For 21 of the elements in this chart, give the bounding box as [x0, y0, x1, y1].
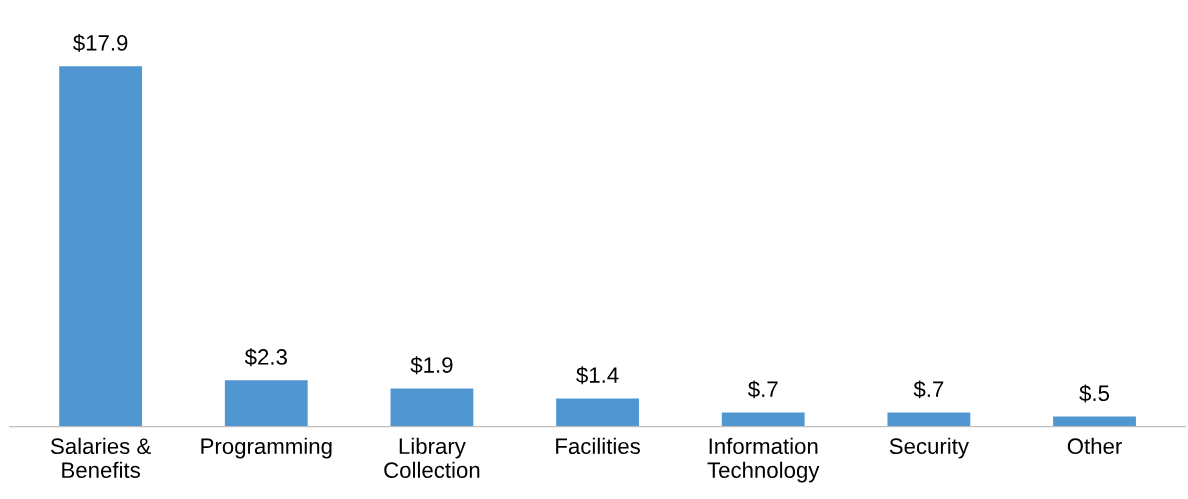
data-label: $1.9 — [410, 356, 453, 375]
x-tick-label: Security — [889, 437, 969, 459]
data-label: $1.4 — [576, 366, 619, 385]
data-label: $.7 — [748, 380, 778, 399]
bar — [1053, 416, 1136, 427]
data-label: $.5 — [1079, 384, 1110, 403]
x-tick-label: Facilities — [556, 437, 640, 455]
x-tick-label: Programming — [201, 437, 332, 459]
bar — [556, 398, 639, 427]
data-label: $.7 — [913, 380, 944, 399]
data-label: $17.9 — [73, 34, 128, 53]
bar — [59, 66, 143, 427]
bar — [390, 388, 474, 427]
bar — [887, 412, 971, 427]
bar — [721, 412, 805, 427]
x-tick-label: Library Collection — [384, 437, 480, 479]
data-label: $2.3 — [244, 348, 287, 367]
x-tick-label: Other — [1067, 437, 1122, 455]
x-tick-label: Information Technology — [707, 437, 820, 483]
x-tick-label: Salaries & Benefits — [50, 437, 151, 479]
bar — [224, 380, 308, 427]
